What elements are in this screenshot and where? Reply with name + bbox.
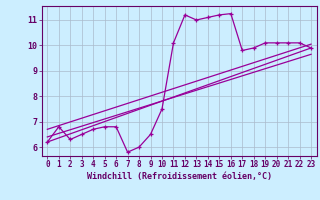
X-axis label: Windchill (Refroidissement éolien,°C): Windchill (Refroidissement éolien,°C) — [87, 172, 272, 181]
